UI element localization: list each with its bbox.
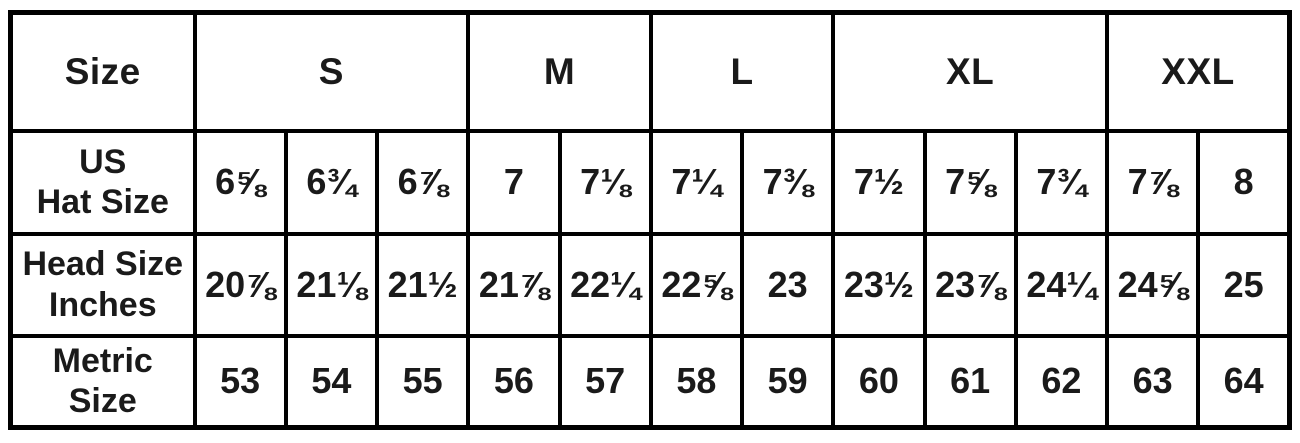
metric-size-cell: 62 — [1013, 333, 1110, 430]
metric-size-cell: 56 — [466, 333, 562, 430]
size-group-header-xl: XL — [831, 10, 1109, 133]
head-size-inches-cell: 23 — [739, 231, 836, 338]
us-hat-size-cell: 7¼ — [648, 128, 745, 236]
metric-size-cell: 64 — [1196, 333, 1292, 430]
head-size-inches-cell: 22¼ — [557, 231, 653, 338]
metric-size-cell: 55 — [374, 333, 471, 430]
row-label-metric-size: Metric Size — [8, 333, 197, 430]
us-hat-size-cell: 7¾ — [1013, 128, 1110, 236]
metric-size-cell: 53 — [192, 333, 288, 430]
row-label-line: Inches — [48, 285, 157, 324]
us-hat-size-row: US Hat Size 6⅝ 6¾ 6⅞ 7 7⅛ 7¼ 7⅜ 7½ 7⅝ 7¾… — [8, 128, 1292, 236]
corner-header-size: Size — [8, 10, 197, 133]
head-size-inches-cell: 21⅞ — [466, 231, 562, 338]
size-group-header-xxl: XXL — [1105, 10, 1292, 133]
us-hat-size-cell: 7⅜ — [739, 128, 836, 236]
size-group-header-l: L — [648, 10, 836, 133]
row-label-line: Metric — [52, 342, 153, 381]
size-header-row: Size S M L XL XXL — [8, 10, 1292, 133]
row-label-line: US — [79, 142, 127, 181]
metric-size-cell: 61 — [922, 333, 1018, 430]
us-hat-size-cell: 7⅛ — [557, 128, 653, 236]
row-label-us-hat-size: US Hat Size — [8, 128, 197, 236]
head-size-inches-cell: 22⅝ — [648, 231, 745, 338]
us-hat-size-cell: 7 — [466, 128, 562, 236]
us-hat-size-cell: 6⅝ — [192, 128, 288, 236]
head-size-inches-cell: 23½ — [831, 231, 927, 338]
metric-size-cell: 59 — [739, 333, 836, 430]
us-hat-size-cell: 6⅞ — [374, 128, 471, 236]
us-hat-size-cell: 7⅝ — [922, 128, 1018, 236]
metric-size-row: Metric Size 53 54 55 56 57 58 59 60 61 6… — [8, 333, 1292, 430]
head-size-inches-cell: 24¼ — [1013, 231, 1110, 338]
row-label-line: Size — [68, 382, 137, 421]
head-size-inches-row: Head Size Inches 20⅞ 21⅛ 21½ 21⅞ 22¼ 22⅝… — [8, 231, 1292, 338]
row-label-line: Head Size — [22, 245, 184, 284]
metric-size-cell: 54 — [283, 333, 380, 430]
head-size-inches-cell: 21½ — [374, 231, 471, 338]
size-group-header-s: S — [192, 10, 471, 133]
size-group-header-m: M — [466, 10, 653, 133]
head-size-inches-cell: 21⅛ — [283, 231, 380, 338]
head-size-inches-cell: 24⅝ — [1104, 231, 1201, 338]
us-hat-size-cell: 7⅞ — [1104, 128, 1201, 236]
us-hat-size-cell: 7½ — [831, 128, 927, 236]
metric-size-cell: 57 — [557, 333, 653, 430]
row-label-head-size-inches: Head Size Inches — [8, 231, 197, 338]
head-size-inches-cell: 25 — [1196, 231, 1292, 338]
metric-size-cell: 60 — [831, 333, 927, 430]
head-size-inches-cell: 20⅞ — [192, 231, 288, 338]
hat-size-chart-table: Size S M L XL XXL US Hat Size 6⅝ 6¾ 6⅞ 7… — [8, 10, 1292, 430]
head-size-inches-cell: 23⅞ — [922, 231, 1018, 338]
us-hat-size-cell: 6¾ — [283, 128, 380, 236]
row-label-line: Hat Size — [36, 183, 169, 221]
us-hat-size-cell: 8 — [1196, 128, 1292, 236]
metric-size-cell: 63 — [1104, 333, 1201, 430]
metric-size-cell: 58 — [648, 333, 745, 430]
